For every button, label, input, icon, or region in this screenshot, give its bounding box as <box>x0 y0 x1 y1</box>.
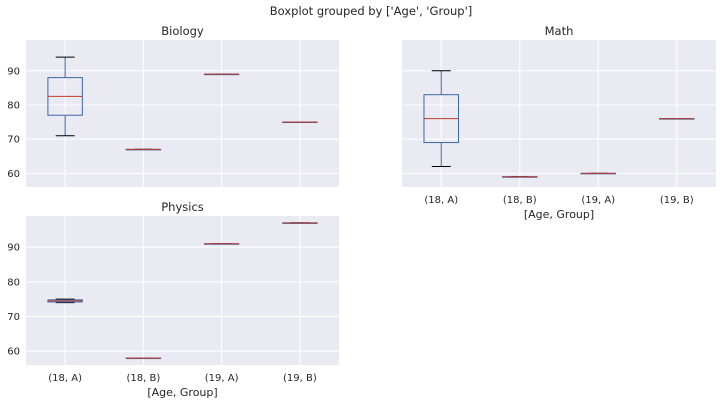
y-tick-label: 90 <box>7 243 20 254</box>
figure-suptitle: Boxplot grouped by ['Age', 'Group'] <box>270 4 472 18</box>
plot-area <box>402 40 716 187</box>
box-physics-2 <box>203 243 240 245</box>
y-tick-label: 90 <box>7 66 20 77</box>
x-axis-label: [Age, Group] <box>147 386 217 399</box>
box-biology-2 <box>203 73 240 76</box>
panel-physics: 60 70 80 90 (18, A) (18, B) (19, A) (19, B) Phys… <box>7 200 339 399</box>
x-tick-label: (19, A) <box>205 373 239 384</box>
y-tick-label: 60 <box>7 169 20 180</box>
x-tick-label: (19, B) <box>660 195 694 206</box>
box-biology-3 <box>282 121 318 124</box>
y-tick-label: 70 <box>7 135 20 146</box>
panel-title: Biology <box>161 24 204 38</box>
box-biology-0 <box>47 56 83 137</box>
panel-title: Math <box>545 24 574 38</box>
box-physics-1 <box>125 357 162 360</box>
box-physics-3 <box>282 222 318 224</box>
y-tick-label: 70 <box>7 312 20 323</box>
box-math-0 <box>423 70 460 167</box>
box-math-3 <box>658 118 695 120</box>
box-physics-0 <box>47 298 83 304</box>
x-tick-label: (18, A) <box>424 195 458 206</box>
panel-math: (18, A) (18, B) (19, A) (19, B) Math [Age, Gr… <box>402 24 716 221</box>
box-math-2 <box>580 172 617 175</box>
x-tick-label: (19, A) <box>581 195 615 206</box>
plot-area <box>26 216 339 365</box>
x-tick-label: (19, B) <box>283 373 317 384</box>
y-tick-label: 80 <box>7 277 20 288</box>
plot-area <box>26 40 339 187</box>
panel-title: Physics <box>161 200 204 214</box>
box-biology-1 <box>125 148 162 151</box>
x-axis-label: [Age, Group] <box>524 208 594 221</box>
y-tick-label: 80 <box>7 100 20 111</box>
y-tick-label: 60 <box>7 347 20 358</box>
x-tick-label: (18, B) <box>503 195 537 206</box>
x-tick-label: (18, A) <box>48 373 82 384</box>
panel-biology: 60 70 80 90 Biology <box>7 24 339 187</box>
box-math-1 <box>501 176 538 178</box>
x-tick-label: (18, B) <box>127 373 161 384</box>
